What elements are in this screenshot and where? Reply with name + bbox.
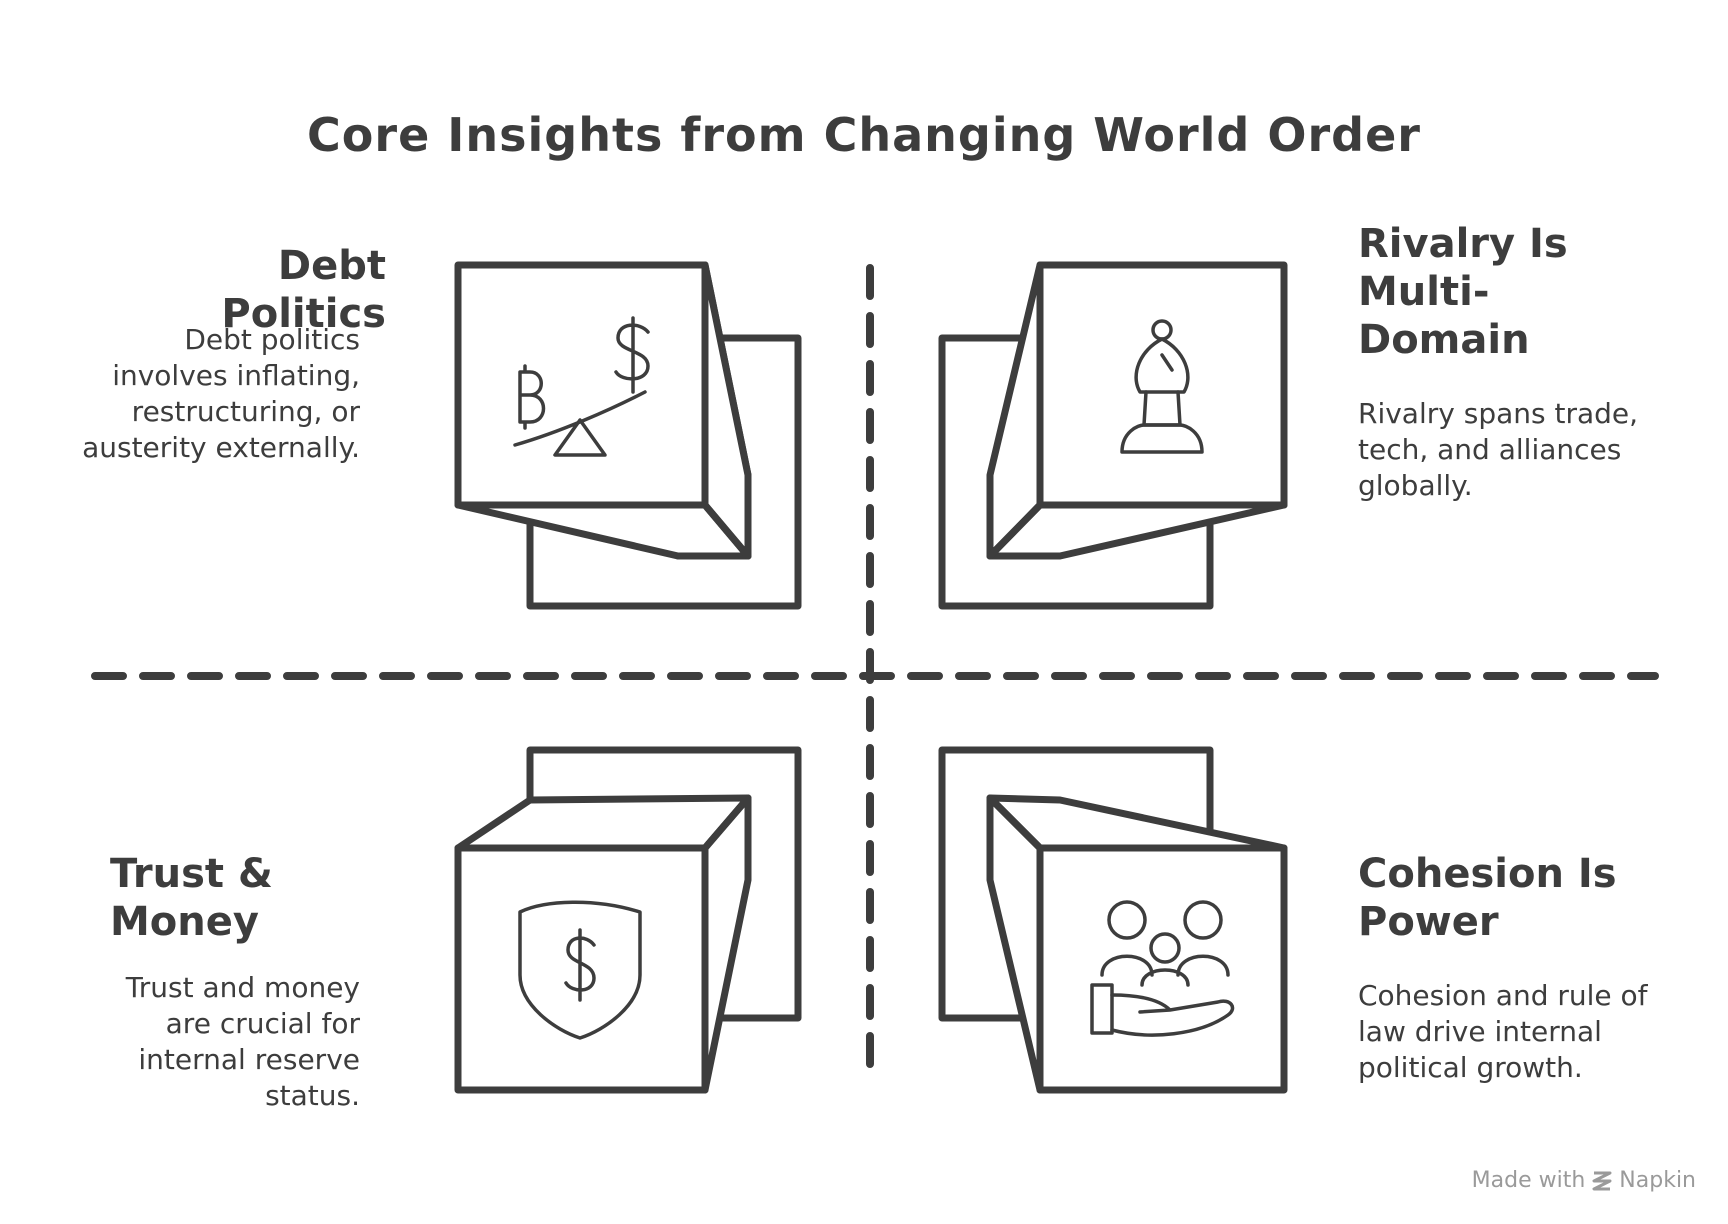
page-title: Core Insights from Changing World Order [307, 108, 1421, 162]
description-cohesion-power: Cohesion and rule of law drive internal … [1358, 979, 1648, 1084]
cube-top-right [938, 261, 1288, 610]
people-in-hand-icon [1090, 900, 1235, 1037]
made-with-label: Made with [1471, 1168, 1586, 1193]
bitcoin-dollar-seesaw-icon [513, 316, 650, 457]
napkin-logo-icon [1592, 1171, 1612, 1190]
description-trust-money: Trust and money are crucial for internal… [125, 971, 360, 1112]
description-debt-politics: Debt politics involves inflating, restru… [82, 323, 360, 464]
napkin-brand-label: Napkin [1619, 1168, 1696, 1193]
description-rivalry-multi-domain: Rivalry spans trade, tech, and alliances… [1358, 397, 1639, 502]
shield-dollar-icon [518, 900, 642, 1040]
heading-rivalry-multi-domain: Rivalry Is Multi-Domain [1358, 221, 1568, 363]
cube-bottom-right [938, 746, 1288, 1094]
made-with-napkin-footer[interactable]: Made with Napkin [1472, 1168, 1696, 1193]
heading-trust-money: Trust & Money [110, 851, 273, 945]
chess-bishop-icon [1120, 319, 1204, 454]
heading-cohesion-power: Cohesion Is Power [1358, 851, 1617, 945]
cube-bottom-left [454, 746, 802, 1094]
heading-debt-politics: Debt Politics [221, 243, 386, 337]
cube-top-left [454, 261, 802, 610]
